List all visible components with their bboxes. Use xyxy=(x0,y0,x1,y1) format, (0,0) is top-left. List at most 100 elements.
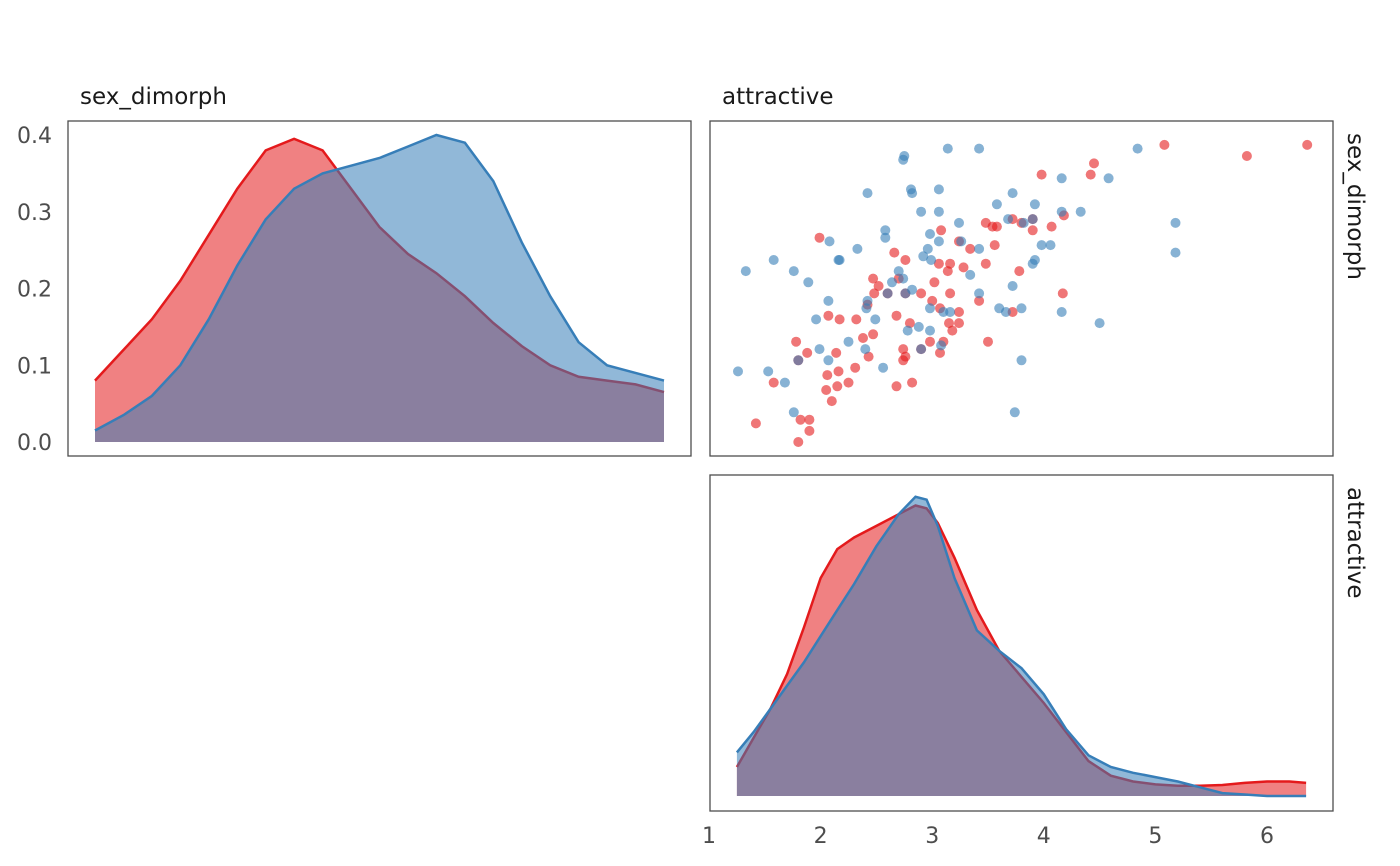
scatter-point-group-1 xyxy=(1007,188,1018,199)
scatter-point-group-0 xyxy=(991,221,1002,232)
scatter-point-group-1 xyxy=(878,362,889,373)
density-area-group-1 xyxy=(736,496,1307,796)
scatter-point-group-1 xyxy=(824,236,835,247)
x-tick-label: 3 xyxy=(925,824,939,849)
x-tick-label: 1 xyxy=(702,824,716,849)
scatter-point-group-1 xyxy=(1094,318,1105,329)
panel-title-sex-dimorph: sex_dimorph xyxy=(80,84,227,110)
scatter-point-group-1 xyxy=(1056,173,1067,184)
scatter-point-group-1 xyxy=(1056,206,1067,217)
scatter-point-group-1 xyxy=(880,232,891,243)
scatter-point-group-1 xyxy=(1016,303,1027,314)
scatter-point-group-0 xyxy=(793,437,804,447)
scatter-point-group-1 xyxy=(974,143,985,154)
scatter-point-group-0 xyxy=(936,225,947,236)
scatter-point-group-0 xyxy=(1085,169,1096,180)
scatter-point-group-0 xyxy=(1089,158,1099,169)
scatter-point-group-1 xyxy=(954,217,964,228)
y-tick-label: 0.1 xyxy=(17,354,52,379)
scatter-point-group-1 xyxy=(733,366,743,377)
scatter-point-group-1 xyxy=(862,188,873,199)
scatter-point-group-0 xyxy=(904,318,915,329)
scatter-point-group-0 xyxy=(823,310,834,321)
scatter-point-group-0 xyxy=(935,347,945,358)
scatter-point-group-0 xyxy=(983,336,993,347)
scatter-point-group-0 xyxy=(1159,139,1170,150)
scatter-point-group-1 xyxy=(898,273,909,284)
x-tick-label: 5 xyxy=(1148,824,1162,849)
scatter-point-group-1 xyxy=(925,229,935,239)
y-tick-label: 0.2 xyxy=(17,278,52,303)
panel-frame xyxy=(709,120,1334,457)
scatter-point-group-1 xyxy=(899,151,910,161)
scatter-point-group-1 xyxy=(1103,173,1114,184)
scatter-point-group-0 xyxy=(1027,225,1038,236)
scatter-point-group-0 xyxy=(832,381,843,392)
scatter-point-group-1 xyxy=(887,277,897,288)
scatter-point-group-1 xyxy=(1027,214,1038,225)
panel-density_sex_dimorph xyxy=(67,120,692,457)
scatter-point-group-0 xyxy=(843,377,854,388)
panel-density_attractive xyxy=(709,474,1334,812)
scatter-point-group-1 xyxy=(913,321,924,332)
scatter-point-group-1 xyxy=(925,303,935,314)
scatter-point-group-0 xyxy=(945,288,956,299)
scatter-point-group-0 xyxy=(954,318,964,329)
scatter-point-group-1 xyxy=(974,288,985,299)
scatter-point-group-0 xyxy=(822,370,833,381)
scatter-point-group-1 xyxy=(1003,214,1014,225)
scatter-point-group-1 xyxy=(1170,217,1181,228)
scatter-point-group-1 xyxy=(882,288,893,299)
scatter-point-group-0 xyxy=(925,336,935,347)
scatter-point-group-1 xyxy=(956,236,967,247)
scatter-point-group-1 xyxy=(991,199,1002,210)
scatter-point-group-1 xyxy=(779,377,790,388)
scatter-point-group-0 xyxy=(974,295,985,306)
scatter-point-group-0 xyxy=(750,418,761,429)
scatter-point-group-1 xyxy=(852,243,863,254)
scatter-point-group-0 xyxy=(900,351,911,362)
scatter-point-group-0 xyxy=(898,344,909,355)
scatter-point-group-0 xyxy=(889,247,900,258)
scatter-point-group-1 xyxy=(1056,307,1067,317)
scatter-point-group-0 xyxy=(958,262,969,273)
scatter-point-group-1 xyxy=(974,243,985,254)
x-tick-label: 6 xyxy=(1260,824,1274,849)
scatter-point-group-0 xyxy=(868,329,879,340)
scatter-point-group-0 xyxy=(834,314,845,325)
scatter-point-group-0 xyxy=(933,258,944,269)
scatter-point-group-0 xyxy=(965,243,976,254)
scatter-point-group-0 xyxy=(804,425,815,436)
scatter-point-group-1 xyxy=(834,255,845,265)
scatter-point-group-0 xyxy=(851,314,862,325)
scatter-point-group-0 xyxy=(831,347,842,358)
y-tick-label: 0.3 xyxy=(17,201,52,226)
scatter-point-group-1 xyxy=(907,284,918,295)
scatter-point-group-1 xyxy=(916,206,927,217)
scatter-point-group-1 xyxy=(926,255,937,265)
x-tick-label: 2 xyxy=(814,824,828,849)
scatter-point-group-1 xyxy=(925,325,935,336)
density-line-group-1 xyxy=(94,133,665,432)
scatter-point-group-1 xyxy=(861,303,872,314)
scatter-point-group-1 xyxy=(1018,217,1029,228)
scatter-point-group-0 xyxy=(833,366,844,377)
scatter-point-group-1 xyxy=(803,277,814,288)
scatter-point-group-0 xyxy=(869,288,880,299)
y-tick-label: 0.4 xyxy=(17,124,52,149)
scatter-point-group-1 xyxy=(942,143,953,154)
scatter-point-group-0 xyxy=(916,288,927,299)
scatter-point-group-1 xyxy=(860,344,871,355)
row-label-attractive: attractive xyxy=(1342,487,1368,599)
scatter-point-group-1 xyxy=(1016,355,1027,366)
scatter-point-group-0 xyxy=(954,307,964,317)
scatter-point-group-1 xyxy=(922,243,933,254)
density-line-group-1 xyxy=(735,495,1307,798)
scatter-point-group-0 xyxy=(768,377,779,388)
panel-scatter_attractive_sex_dimorph xyxy=(709,120,1334,457)
row-label-sex-dimorph: sex_dimorph xyxy=(1342,133,1368,280)
scatter-point-group-0 xyxy=(1057,288,1068,299)
scatter-point-group-0 xyxy=(1014,266,1025,277)
scatter-point-group-1 xyxy=(1170,247,1181,258)
scatter-point-group-1 xyxy=(788,266,799,277)
